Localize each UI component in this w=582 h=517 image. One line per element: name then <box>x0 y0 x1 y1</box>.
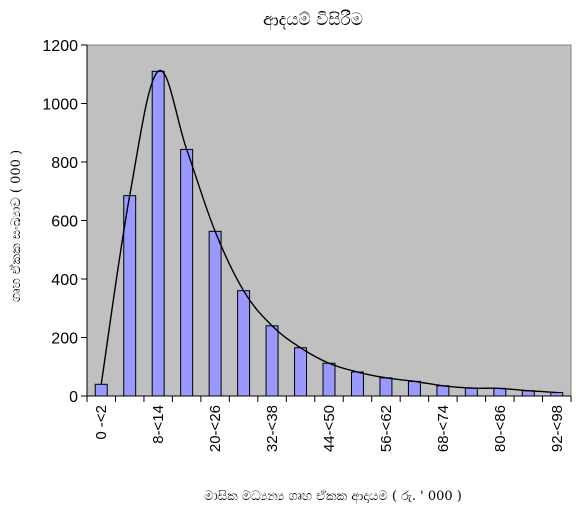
bar-38-<44 <box>294 347 308 397</box>
x-tick-label: 80-<86 <box>492 405 509 452</box>
bar-32-<38 <box>265 325 279 397</box>
y-tick-label: 200 <box>51 331 78 348</box>
y-tick-label: 1200 <box>42 38 78 55</box>
bar-44-<50 <box>322 362 336 397</box>
x-tick-label: 32-<38 <box>264 405 281 452</box>
y-tick-label: 1000 <box>42 97 78 114</box>
y-tick-label: 0 <box>69 389 78 406</box>
bar-0 -<2 <box>94 383 108 397</box>
x-tick-label: 68-<74 <box>435 405 452 452</box>
y-tick-label: 400 <box>51 272 78 289</box>
y-axis-ticks: 0 200 400 600 800 1000 1200 <box>42 38 87 406</box>
plot-area <box>86 44 572 397</box>
bar-26-<32 <box>237 290 251 397</box>
bar-20-<26 <box>208 230 222 397</box>
bar-50-<56 <box>350 371 364 397</box>
y-tick-label: 600 <box>51 214 78 231</box>
y-tick-label: 800 <box>51 155 78 172</box>
y-axis-label: ගෘහ ඒකක සංඛ්‍යාව ( 000 ) <box>8 150 24 302</box>
bar-2-<8 <box>123 195 137 397</box>
x-tick-label: 92-<98 <box>549 405 566 452</box>
x-tick-label: 20-<26 <box>207 405 224 452</box>
x-tick-label: 0 -<2 <box>93 405 110 440</box>
bar-62-<68 <box>407 380 421 397</box>
x-axis-ticks: 0 -<2 8-<14 20-<26 32-<38 44-<50 56-<62 68-<74… <box>86 396 572 452</box>
chart-title: ආදයම් විසිරීම <box>263 10 363 31</box>
bar-8-<14 <box>151 70 165 397</box>
x-tick-label: 56-<62 <box>378 405 395 452</box>
bar-56-<62 <box>379 377 393 397</box>
x-tick-label: 44-<50 <box>321 405 338 452</box>
bar-74-<80 <box>464 387 478 397</box>
bar-92-<98 <box>550 391 564 397</box>
bar-68-<74 <box>436 385 450 397</box>
bar-14-<20 <box>180 148 194 397</box>
x-axis-label: මාසික මධ්‍යන්‍ය ගෘහ ඒකක ආදායම ( රු. ' 00… <box>204 488 462 504</box>
x-tick-label: 8-<14 <box>150 405 167 444</box>
bar-80-<86 <box>493 387 507 397</box>
trend-line <box>100 69 557 394</box>
